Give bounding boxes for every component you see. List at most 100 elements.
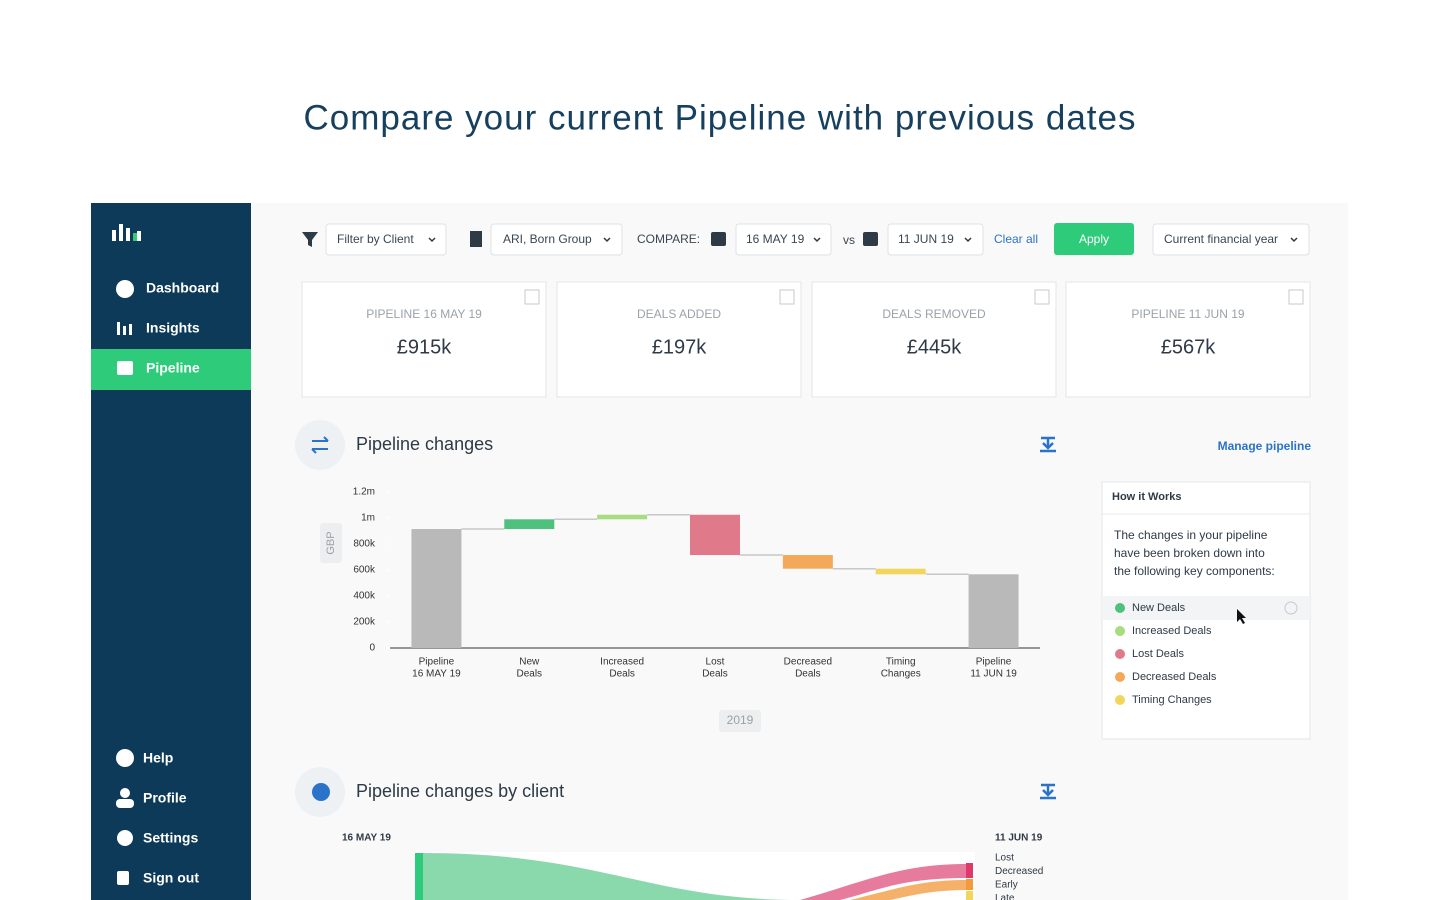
list-icon <box>863 232 878 246</box>
heading: Compare your current Pipeline with previ… <box>304 98 1137 137</box>
y-tick-label: 1m <box>361 513 375 524</box>
legend-dot <box>1115 672 1125 682</box>
bar <box>782 555 833 569</box>
manage-link[interactable]: Manage pipeline <box>1218 439 1312 453</box>
nav-item[interactable]: Pipeline <box>146 360 200 376</box>
sankey-flow <box>850 880 968 900</box>
sankey-node <box>415 853 423 900</box>
dropdown-label: ARI, Born Group <box>503 232 592 246</box>
section-icon <box>295 420 345 470</box>
legend-label: Decreased Deals <box>1132 671 1217 683</box>
dropdown-label: 11 JUN 19 <box>898 232 954 246</box>
legend-label: New Deals <box>1132 602 1186 614</box>
dropdown-label: 16 MAY 19 <box>746 232 805 246</box>
y-tick-label: 1.2m <box>353 487 375 498</box>
kpi-card <box>301 281 547 398</box>
sankey-label: Early <box>995 880 1018 891</box>
x-tick-label: New <box>519 657 540 668</box>
client-icon <box>312 783 330 801</box>
apply-button[interactable] <box>1054 223 1134 255</box>
sankey-node <box>966 891 973 900</box>
building-icon <box>470 231 482 247</box>
bar <box>875 568 926 575</box>
filter-icon <box>302 232 318 247</box>
bar <box>597 514 648 520</box>
dropdown[interactable] <box>490 223 623 256</box>
help-icon <box>1034 289 1050 305</box>
info-icon <box>1284 601 1298 615</box>
sankey-node <box>966 879 973 890</box>
sankey-label: Decreased <box>995 866 1043 877</box>
sankey-to: 11 JUN 19 <box>995 833 1043 844</box>
legend-dot <box>1115 649 1125 659</box>
legend-label: Increased Deals <box>1132 625 1212 637</box>
kpi-row: PIPELINE 16 MAY 19 £915k DEALS ADDED £197k D… <box>301 281 1311 398</box>
kpi-label: DEALS REMOVED <box>882 307 986 321</box>
x-tick-label: Increased <box>600 657 644 668</box>
panel-text: the following key components: <box>1114 564 1275 578</box>
how-content: The changes in your pipeline have been br… <box>1114 528 1298 706</box>
y-label-pill <box>320 523 342 563</box>
nav-item[interactable]: Profile <box>143 790 187 806</box>
compare-label: COMPARE: <box>637 232 700 246</box>
x-tick-label: Pipeline <box>419 657 455 668</box>
sankey-node <box>966 863 973 878</box>
apply-label: Apply <box>1079 232 1109 246</box>
x-tick-label: Deals <box>702 669 728 680</box>
list-icon <box>711 232 726 246</box>
x-tick-label: Timing <box>886 657 916 668</box>
legend-hover <box>1102 596 1310 620</box>
dropdown-label: Current financial year <box>1164 232 1278 246</box>
nav-item[interactable]: Help <box>143 750 173 766</box>
x-label-pill <box>719 710 761 732</box>
bar <box>411 529 462 648</box>
nav-item[interactable]: Sign out <box>143 870 199 886</box>
y-tick-label: 200k <box>353 617 376 628</box>
sankey-label: Lost <box>995 853 1014 864</box>
nav-item[interactable]: Settings <box>143 830 198 846</box>
y-axis-label: GBP <box>325 531 337 554</box>
sidebar <box>91 203 251 900</box>
dropdown[interactable] <box>325 223 447 256</box>
dropdown[interactable] <box>1152 223 1310 256</box>
nav-item[interactable]: Dashboard <box>146 280 219 296</box>
help-icon <box>1288 289 1304 305</box>
nav-item[interactable]: Insights <box>146 320 200 336</box>
panel-text: The changes in your pipeline <box>1114 528 1268 542</box>
swap-icon <box>311 436 329 454</box>
dropdown[interactable] <box>735 223 832 256</box>
kpi-label: DEALS ADDED <box>637 307 721 321</box>
chevrons <box>428 237 1298 243</box>
download-icon[interactable] <box>1040 436 1056 453</box>
x-axis-label: 2019 <box>727 713 754 727</box>
help-icon <box>779 289 795 305</box>
clear-link[interactable]: Clear all <box>994 232 1038 246</box>
legend-dot <box>1115 695 1125 705</box>
panel-text: have been broken down into <box>1114 546 1265 560</box>
x-tick-label: Deals <box>516 669 542 680</box>
y-tick-label: 400k <box>353 591 376 602</box>
dropdown[interactable] <box>887 223 984 256</box>
legend-label: Lost Deals <box>1132 648 1184 660</box>
kpi-value: £197k <box>652 336 707 358</box>
y-tick-label: 600k <box>353 565 376 576</box>
bar <box>968 574 1019 648</box>
section-title: Pipeline changes <box>356 434 493 454</box>
logo <box>112 224 141 241</box>
x-tick-label: Changes <box>881 669 921 680</box>
dropdown-label: Filter by Client <box>337 232 414 246</box>
kpi-label: PIPELINE 11 JUN 19 <box>1131 307 1244 321</box>
sankey-flow <box>800 864 968 900</box>
panel-title: How it Works <box>1112 491 1181 503</box>
x-tick-label: 11 JUN 19 <box>970 669 1017 680</box>
kpi-value: £915k <box>397 336 452 358</box>
x-tick-label: Decreased <box>784 657 832 668</box>
y-tick-label: 0 <box>369 643 375 654</box>
kpi-card <box>811 281 1057 398</box>
x-tick-label: Deals <box>795 669 821 680</box>
sankey-labels: Lost Decreased Early Late <box>995 853 1043 900</box>
sankey-from: 16 MAY 19 <box>342 833 391 844</box>
download-icon[interactable] <box>1040 783 1056 800</box>
